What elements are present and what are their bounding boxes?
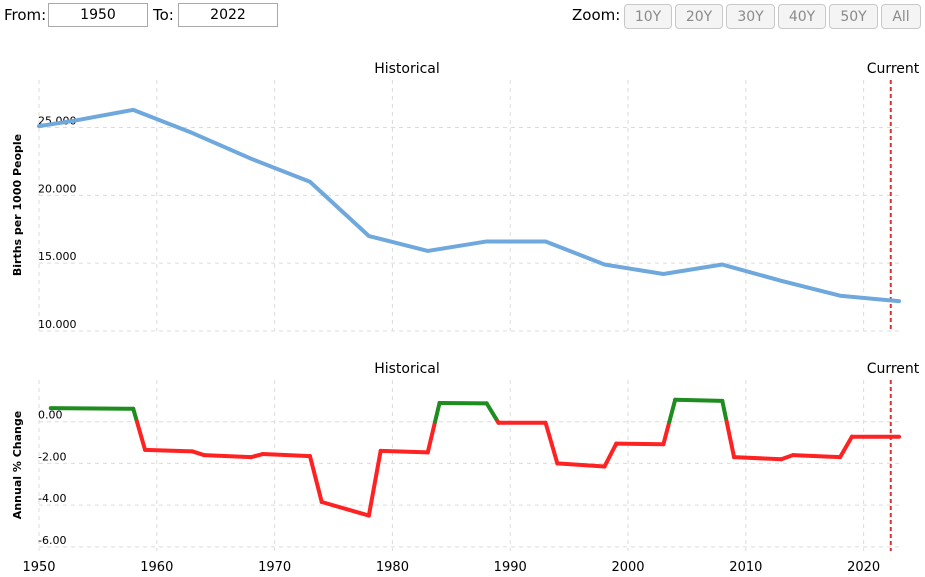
annual-change-segment (425, 419, 438, 455)
annual-change-segment (307, 454, 324, 504)
annual-change-segment (720, 398, 729, 424)
from-label: From: (4, 6, 47, 24)
x-tick-label: 1970 (258, 560, 291, 575)
from-date-input[interactable] (48, 3, 148, 27)
bottom-band-label: Historical (374, 361, 440, 377)
zoom-30y-button[interactable]: 30Y (726, 4, 775, 29)
top-band-label: Historical (374, 61, 440, 77)
to-date-input[interactable] (178, 3, 278, 27)
annual-change-segment (543, 420, 560, 466)
annual-change-segment (48, 406, 136, 411)
x-tick-label: 1960 (140, 560, 173, 575)
zoom-50y-button[interactable]: 50Y (829, 4, 878, 29)
annual-change-segment (143, 447, 195, 454)
bottom-y-axis-title: Annual % Change (11, 411, 24, 519)
annual-change-segment (319, 499, 371, 518)
annual-change-segment (484, 401, 500, 424)
annual-change-segment (790, 453, 843, 460)
x-tick-label: 1950 (22, 560, 55, 575)
top-y-tick-label: 15.000 (38, 250, 77, 263)
zoom-40y-button[interactable]: 40Y (778, 4, 826, 29)
bottom-y-tick-label: -4.00 (38, 492, 66, 505)
x-tick-label: 2000 (611, 560, 644, 575)
x-tick-label: 1990 (494, 560, 527, 575)
annual-change-segment (838, 434, 854, 460)
annual-change-segment (779, 453, 795, 462)
x-tick-label: 1980 (376, 560, 409, 575)
annual-change-segment (724, 419, 737, 460)
to-label: To: (153, 6, 174, 24)
annual-change-segment (602, 441, 619, 469)
annual-change-segment (366, 448, 383, 518)
birth-rate-series-line (37, 107, 901, 304)
annual-change-segment (131, 406, 139, 424)
top-current-label: Current (867, 61, 920, 77)
bottom-current-label: Current (867, 361, 920, 377)
annual-change-segment (260, 452, 312, 459)
bottom-y-tick-label: 0.00 (38, 409, 63, 422)
bottom-y-tick-label: -6.00 (38, 534, 66, 547)
top-y-tick-label: 10.000 (38, 318, 77, 331)
x-tick-label: 2020 (847, 560, 880, 575)
annual-change-segment (378, 448, 430, 455)
annual-change-segment (249, 452, 265, 460)
annual-change-segment (732, 455, 784, 462)
annual-change-segment (667, 397, 678, 424)
annual-change-segment (190, 449, 206, 458)
bottom-y-tick-label: -2.00 (38, 450, 66, 463)
annual-change-segment (614, 441, 666, 447)
annual-change-segment (555, 461, 607, 469)
zoom-all-button[interactable]: All (881, 4, 921, 29)
zoom-label: Zoom: (572, 6, 621, 24)
top-y-tick-label: 20.000 (38, 182, 77, 195)
annual-change-segment (201, 453, 254, 460)
zoom-10y-button[interactable]: 10Y (624, 4, 672, 29)
annual-change-segment (433, 400, 442, 424)
top-y-axis-title: Births per 1000 People (11, 134, 24, 276)
annual-change-segment (673, 397, 725, 403)
annual-change-segment (134, 419, 148, 452)
zoom-20y-button[interactable]: 20Y (675, 4, 723, 29)
annual-change-segment (661, 419, 672, 447)
x-tick-label: 2010 (729, 560, 762, 575)
